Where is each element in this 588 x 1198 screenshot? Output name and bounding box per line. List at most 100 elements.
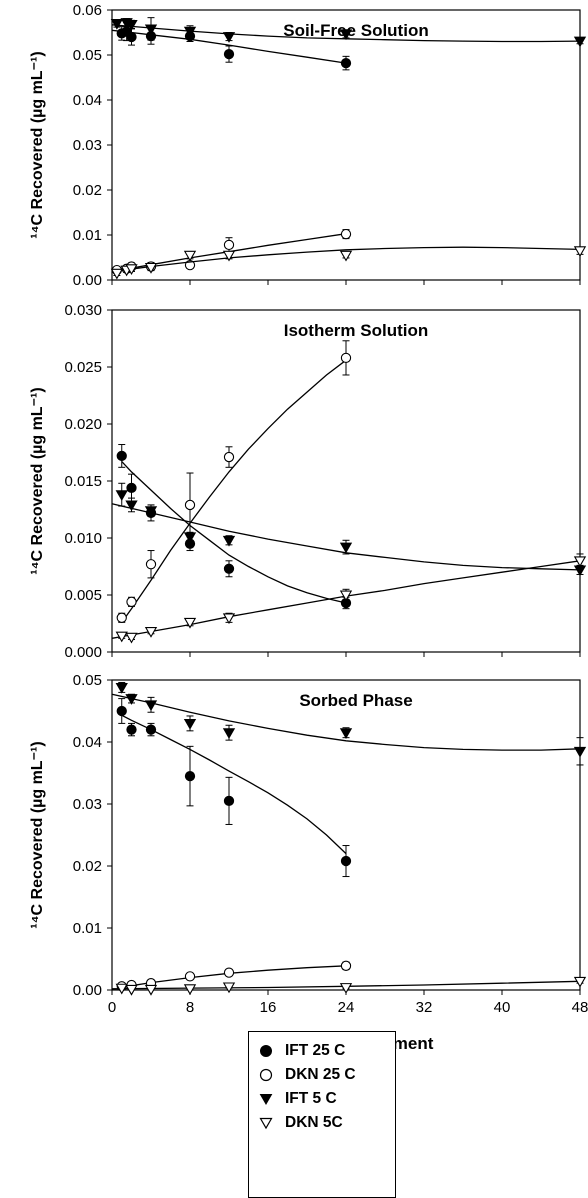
- series-ift-25-c: [116, 444, 352, 610]
- x-tick-label: 40: [494, 999, 511, 1016]
- data-point: [573, 246, 587, 258]
- data-point: [125, 264, 138, 276]
- series-ift-5-c: [111, 681, 587, 766]
- data-point: [183, 532, 197, 544]
- data-point: [223, 795, 235, 807]
- data-point: [222, 535, 236, 547]
- y-tick-label: 0.020: [64, 416, 102, 433]
- y-tick-label: 0.005: [64, 587, 102, 604]
- fit-line: [111, 693, 581, 751]
- fit-line: [111, 503, 581, 571]
- data-point: [183, 718, 197, 730]
- series-dkn-5c: [111, 976, 587, 996]
- series-ift-25-c: [116, 698, 352, 878]
- y-tick-label: 0.05: [73, 672, 102, 689]
- data-point: [115, 490, 128, 501]
- y-tick-label: 0.02: [73, 182, 102, 199]
- x-tick-label: 32: [416, 999, 433, 1016]
- data-point: [340, 855, 352, 867]
- y-tick-label: 0.03: [73, 137, 102, 154]
- data-point: [340, 352, 352, 364]
- series-ift-5-c: [111, 482, 587, 577]
- data-point: [115, 631, 128, 643]
- data-point: [116, 612, 127, 623]
- fit-line: [116, 246, 581, 272]
- data-point: [183, 617, 197, 629]
- legend-label: IFT 5 C: [285, 1090, 337, 1107]
- data-point: [184, 971, 196, 982]
- data-point: [125, 984, 138, 996]
- y-axis-label: ¹⁴C Recovered (µg mL⁻¹): [29, 741, 46, 928]
- data-point: [183, 250, 197, 262]
- legend-item-dkn-25c: DKN 25 C: [259, 1064, 356, 1086]
- data-point: [144, 700, 158, 712]
- panel-title: Soil-Free Solution: [283, 21, 428, 40]
- data-point: [223, 239, 235, 251]
- panel-sorbed-phase: 0.00 0.01 0.02 0.03 0.04 0.05 0 8 16 24 32 40 48 Sorb…: [29, 672, 588, 1016]
- data-point: [184, 499, 196, 511]
- data-point: [125, 694, 138, 705]
- data-point: [126, 724, 137, 735]
- data-point: [340, 960, 352, 971]
- x-tick-label: 0: [108, 999, 116, 1016]
- data-point: [115, 682, 128, 694]
- data-point: [339, 250, 353, 262]
- data-point: [223, 563, 235, 574]
- y-tick-label: 0.00: [73, 272, 102, 289]
- legend-label: DKN 5C: [285, 1114, 343, 1131]
- y-axis-label: ¹⁴C Recovered (µg mL⁻¹): [29, 51, 46, 238]
- data-point: [222, 728, 236, 740]
- open-circle-marker-icon: [259, 1068, 273, 1082]
- data-point: [339, 29, 353, 41]
- data-point: [110, 268, 124, 280]
- data-point: [144, 627, 158, 638]
- data-point: [223, 48, 235, 60]
- y-tick-label: 0.04: [73, 734, 102, 751]
- data-point: [145, 559, 157, 570]
- data-point: [223, 451, 235, 463]
- data-point: [339, 542, 353, 554]
- data-point: [222, 613, 236, 625]
- x-tick-label: 48: [572, 999, 588, 1016]
- y-tick-label: 0.00: [73, 982, 102, 999]
- data-point: [126, 482, 137, 493]
- x-tick-label: 8: [186, 999, 194, 1016]
- data-point: [115, 983, 128, 995]
- fit-line: [121, 461, 347, 604]
- open-triangle-down-marker-icon: [259, 1117, 273, 1130]
- panel-isotherm-solution: 0.000 0.005 0.010 0.015 0.020 0.025 0.030 Isoth…: [29, 302, 587, 661]
- data-point: [110, 19, 124, 30]
- x-tick-label: 24: [338, 999, 355, 1016]
- filled-triangle-down-marker-icon: [259, 1094, 273, 1105]
- series-dkn-5c: [111, 553, 587, 644]
- data-point: [573, 556, 587, 568]
- legend-label: DKN 25 C: [285, 1066, 356, 1083]
- y-tick-label: 0.04: [73, 92, 102, 109]
- plot-frame: [111, 679, 581, 991]
- legend-item-ift-25c: IFT 25 C: [259, 1040, 345, 1062]
- data-point: [144, 262, 158, 274]
- data-point: [222, 250, 236, 262]
- data-point: [126, 31, 137, 43]
- data-point: [223, 967, 235, 978]
- data-point: [573, 746, 587, 758]
- series-dkn-5c: [110, 246, 587, 280]
- y-tick-label: 0.03: [73, 796, 102, 813]
- y-tick-label: 0.05: [73, 47, 102, 64]
- legend: IFT 25 C DKN 25 C IFT 5 C DKN 5C: [248, 1031, 396, 1198]
- data-point: [339, 590, 353, 602]
- data-point: [340, 57, 352, 69]
- y-tick-label: 0.02: [73, 858, 102, 875]
- series-dkn-25-c: [116, 340, 352, 623]
- y-tick-label: 0.01: [73, 920, 102, 937]
- panel-title: Sorbed Phase: [299, 691, 412, 710]
- y-tick-label: 0.01: [73, 227, 102, 244]
- data-point: [573, 976, 587, 988]
- y-tick-label: 0.000: [64, 644, 102, 661]
- data-point: [125, 19, 138, 31]
- series-ift-5-c: [110, 17, 587, 48]
- data-point: [125, 500, 138, 512]
- legend-label: IFT 25 C: [285, 1042, 346, 1059]
- x-tick-label: 16: [260, 999, 277, 1016]
